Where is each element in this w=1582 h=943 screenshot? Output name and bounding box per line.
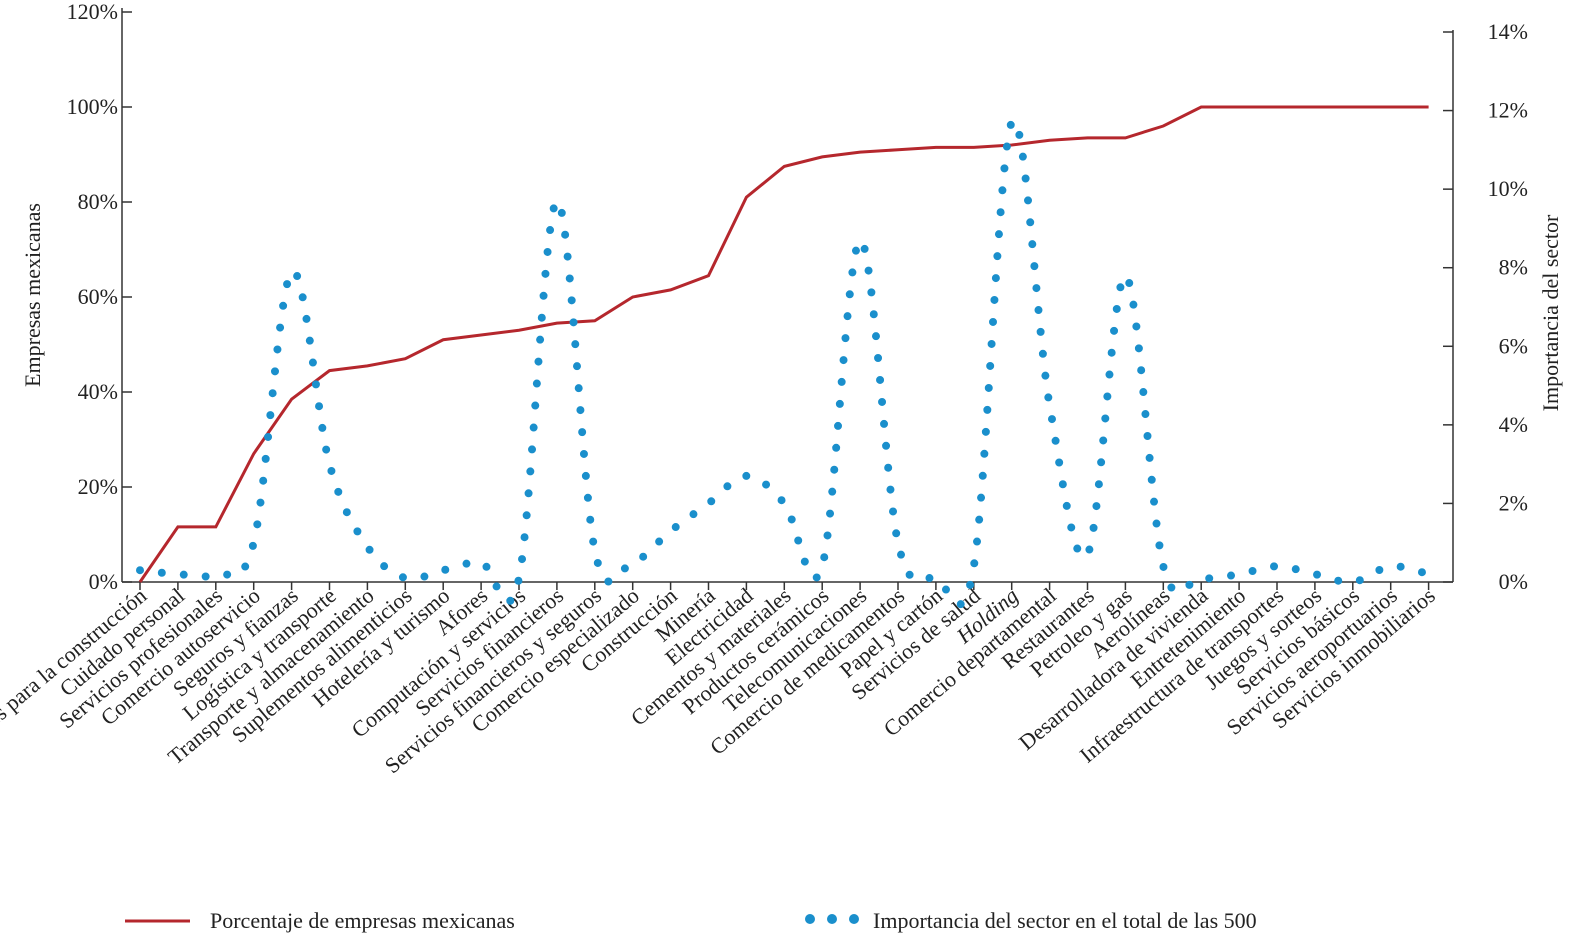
y2-tick-label: 12%: [1488, 98, 1528, 123]
y2-tick-label: 10%: [1488, 176, 1528, 201]
y-tick-label: 0%: [89, 569, 118, 594]
y-tick-label: 60%: [78, 284, 118, 309]
y-tick-label: 40%: [78, 379, 118, 404]
y-tick-label: 100%: [67, 94, 118, 119]
y-axis-title: Empresas mexicanas: [20, 203, 45, 387]
y2-tick-label: 4%: [1499, 412, 1528, 437]
y-tick-label: 120%: [67, 0, 118, 24]
y2-tick-label: 2%: [1499, 490, 1528, 515]
legend-marker: [805, 914, 815, 924]
y2-tick-label: 6%: [1499, 333, 1528, 358]
dotted-line: [136, 116, 1433, 609]
y2-tick-label: 14%: [1488, 19, 1528, 44]
y2-tick-label: 0%: [1499, 569, 1528, 594]
legend-label: Porcentaje de empresas mexicanas: [210, 908, 515, 933]
legend-marker: [849, 914, 859, 924]
line: [138, 105, 1429, 583]
legend-label: Importancia del sector en el total de la…: [873, 908, 1257, 933]
legend-marker: [827, 914, 837, 924]
y2-tick-label: 8%: [1499, 255, 1528, 280]
y2-axis-title: Importancia del sector: [1538, 214, 1563, 411]
y-tick-label: 80%: [78, 189, 118, 214]
y-tick-label: 20%: [78, 474, 118, 499]
